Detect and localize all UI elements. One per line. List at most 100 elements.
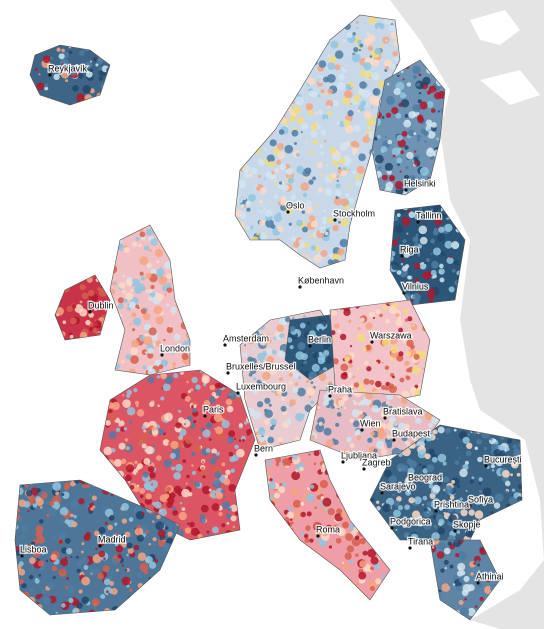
district bbox=[225, 469, 231, 476]
district bbox=[145, 493, 152, 500]
district bbox=[139, 231, 146, 238]
district bbox=[302, 314, 306, 319]
district bbox=[415, 417, 422, 424]
district bbox=[289, 114, 297, 122]
district bbox=[331, 253, 341, 262]
district bbox=[288, 222, 292, 226]
district bbox=[279, 462, 283, 466]
district bbox=[476, 499, 480, 502]
district bbox=[325, 439, 334, 448]
district bbox=[113, 459, 122, 467]
district bbox=[191, 376, 198, 384]
district bbox=[310, 435, 315, 440]
district bbox=[407, 129, 415, 137]
district bbox=[136, 484, 140, 487]
district bbox=[401, 258, 405, 262]
district bbox=[157, 529, 166, 538]
district bbox=[224, 474, 229, 479]
district bbox=[420, 263, 427, 270]
district bbox=[406, 151, 414, 160]
district bbox=[323, 209, 327, 213]
district bbox=[306, 511, 312, 517]
district bbox=[331, 310, 337, 317]
district bbox=[447, 541, 453, 546]
district bbox=[34, 67, 38, 71]
district bbox=[242, 195, 247, 201]
district bbox=[291, 129, 299, 137]
district bbox=[156, 514, 161, 520]
district bbox=[392, 51, 398, 57]
district bbox=[393, 303, 399, 309]
district bbox=[53, 73, 60, 81]
district bbox=[478, 489, 483, 494]
district bbox=[169, 524, 173, 528]
district bbox=[376, 134, 381, 139]
district bbox=[381, 361, 384, 364]
district bbox=[286, 337, 293, 343]
district bbox=[303, 491, 308, 496]
district bbox=[373, 448, 378, 453]
district bbox=[366, 58, 370, 62]
district bbox=[134, 400, 140, 406]
district bbox=[316, 323, 325, 332]
district bbox=[406, 209, 410, 213]
district bbox=[263, 408, 268, 413]
district bbox=[201, 460, 205, 464]
district bbox=[108, 430, 117, 440]
district bbox=[155, 340, 162, 347]
district bbox=[470, 572, 474, 576]
district bbox=[345, 64, 348, 67]
district bbox=[268, 481, 276, 490]
city-dot bbox=[404, 188, 408, 192]
district bbox=[301, 210, 306, 214]
district bbox=[384, 59, 392, 68]
district bbox=[237, 179, 247, 189]
district bbox=[367, 124, 370, 127]
district bbox=[365, 344, 371, 351]
district bbox=[90, 568, 96, 574]
district bbox=[404, 440, 410, 445]
district bbox=[417, 99, 422, 104]
district bbox=[465, 489, 468, 492]
district bbox=[335, 537, 342, 544]
district bbox=[185, 482, 188, 485]
district bbox=[409, 517, 414, 521]
district bbox=[458, 600, 464, 606]
district bbox=[505, 490, 509, 493]
district bbox=[360, 402, 363, 405]
district bbox=[359, 69, 367, 77]
district bbox=[184, 527, 192, 534]
district bbox=[385, 334, 390, 339]
district bbox=[221, 523, 226, 528]
city-label: København bbox=[298, 275, 344, 285]
district bbox=[419, 236, 428, 245]
district bbox=[213, 413, 223, 422]
district bbox=[149, 249, 152, 252]
district bbox=[437, 453, 447, 463]
district bbox=[403, 282, 408, 287]
city-label: Reykjavík bbox=[48, 63, 88, 73]
district bbox=[418, 179, 423, 183]
district bbox=[430, 208, 434, 212]
district bbox=[438, 518, 445, 525]
district bbox=[277, 350, 286, 358]
district bbox=[147, 376, 155, 384]
district bbox=[307, 77, 316, 86]
district bbox=[184, 395, 191, 402]
district bbox=[264, 231, 267, 235]
district bbox=[350, 211, 354, 215]
district bbox=[385, 112, 392, 118]
district bbox=[115, 427, 121, 432]
district bbox=[372, 422, 378, 428]
district bbox=[208, 488, 212, 492]
district bbox=[123, 247, 130, 253]
district bbox=[89, 327, 94, 332]
district bbox=[305, 525, 311, 531]
district bbox=[198, 436, 202, 440]
district bbox=[124, 474, 132, 482]
district bbox=[44, 86, 49, 91]
district bbox=[437, 233, 446, 242]
district bbox=[310, 400, 315, 405]
district bbox=[277, 226, 284, 233]
